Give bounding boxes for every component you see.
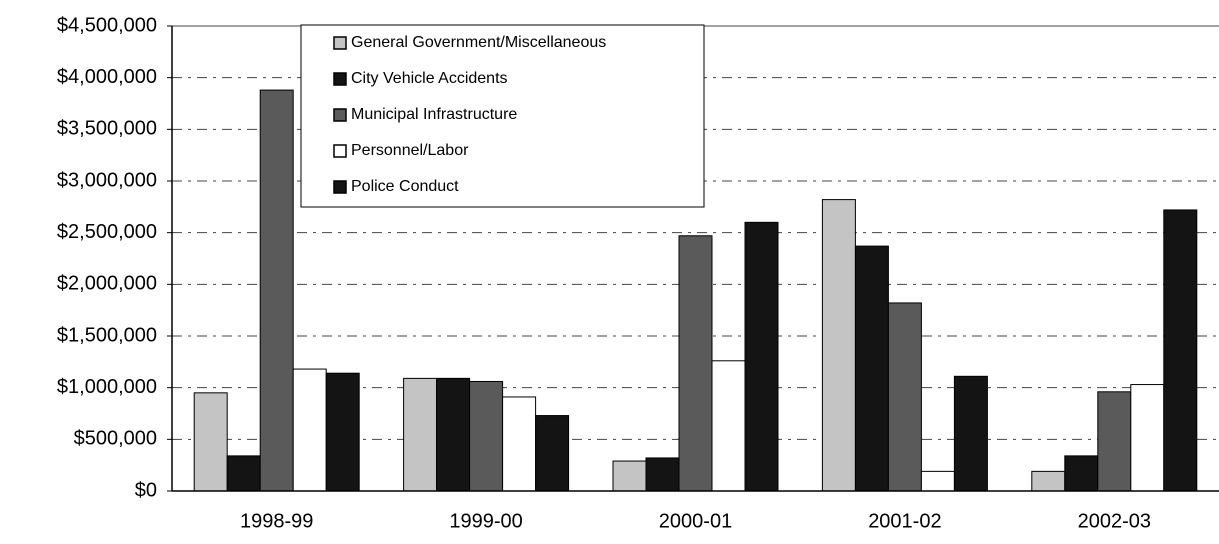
bar [821,199,856,492]
legend-label: Police Conduct [351,178,459,195]
bar [226,455,261,492]
bar [1130,384,1165,492]
x-tick-label: 1998-99 [240,510,313,532]
bar [678,235,713,492]
y-tick-label: $500,000 [74,428,157,450]
bar [612,460,647,492]
y-tick-label: $1,000,000 [57,376,157,398]
bar [469,380,504,492]
bar [259,89,294,492]
legend-box [300,24,705,208]
bar [920,470,955,492]
bar [1163,209,1198,492]
bar [403,377,438,492]
y-tick-label: $3,000,000 [57,169,157,191]
x-tick-label: 2002-03 [1078,510,1151,532]
bar [1031,470,1066,492]
bar [854,245,889,492]
y-tick-label: $2,000,000 [57,273,157,295]
legend-label: Municipal Infrastructure [351,106,517,123]
bar [1097,391,1132,492]
y-tick-label: $2,500,000 [57,221,157,243]
bar [1064,455,1099,492]
y-tick-label: $3,500,000 [57,118,157,140]
bar [645,457,680,492]
legend-swatch [333,36,347,50]
legend-swatch [333,180,347,194]
legend-swatch [333,72,347,86]
legend-label: City Vehicle Accidents [351,70,508,87]
bar [193,392,228,492]
y-tick-label: $1,500,000 [57,324,157,346]
bar [535,415,570,492]
x-tick-label: 1999-00 [449,510,522,532]
y-tick-label: $4,500,000 [57,14,157,36]
bar [436,377,471,492]
x-tick-label: 2000-01 [659,510,732,532]
bar [292,368,327,492]
legend-swatch [333,144,347,158]
bar [502,396,537,492]
bar [887,302,922,492]
legend-swatch [333,108,347,122]
y-tick-label: $4,000,000 [57,66,157,88]
bar [711,360,746,492]
bar [744,221,779,492]
bar [325,372,360,492]
x-tick-label: 2001-02 [868,510,941,532]
bar [953,375,988,492]
y-tick-label: $0 [135,479,157,501]
legend-label: General Government/Miscellaneous [351,34,606,51]
legend-label: Personnel/Labor [351,142,469,159]
